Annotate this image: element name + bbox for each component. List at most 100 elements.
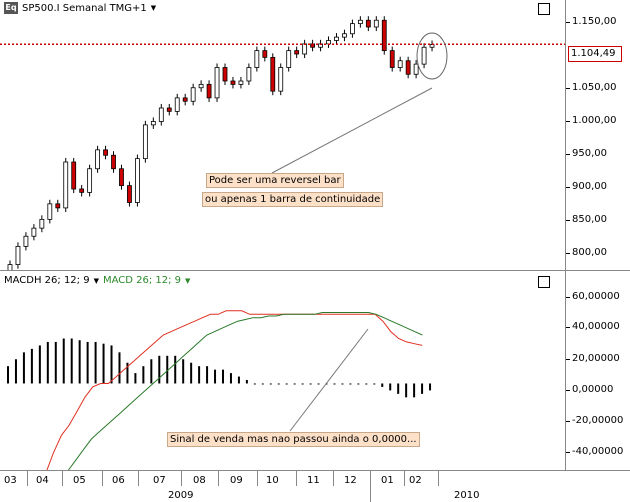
signal-line (67, 312, 423, 470)
candle-body (405, 60, 411, 75)
month-label: 04 (36, 475, 49, 486)
candlestick (246, 63, 252, 86)
candlestick (334, 33, 339, 45)
macd-title[interactable]: MACD 26; 12; 9 (102, 275, 182, 286)
price-tick: 1.150,00 (566, 16, 617, 27)
candlestick (158, 103, 164, 126)
candle-body (55, 203, 61, 209)
candle-body (246, 67, 252, 82)
candle-body (150, 121, 156, 126)
month-divider (370, 471, 371, 486)
chevron-down-icon[interactable]: ▼ (150, 4, 157, 12)
month-label: 02 (409, 475, 422, 486)
maximize-pane-button[interactable] (538, 276, 550, 288)
candlestick (31, 224, 37, 241)
month-divider (218, 471, 219, 486)
price-tick: 850,00 (566, 214, 607, 225)
annotation-macd-note[interactable]: Sinal de venda mas nao passou ainda o 0,… (167, 432, 420, 447)
candlestick (254, 46, 260, 72)
candlestick (357, 16, 363, 28)
macd-tick: 0,00000 (565, 384, 614, 395)
candlestick (413, 60, 419, 79)
candlestick (373, 16, 379, 32)
candle-body (294, 50, 300, 55)
candlestick (326, 36, 331, 48)
macdh-title[interactable]: MACDH 26; 12; 9 (4, 275, 90, 286)
month-divider (27, 471, 28, 486)
month-divider (62, 471, 63, 486)
macd-chart[interactable] (0, 271, 565, 470)
candlestick (190, 83, 196, 106)
candle-body (190, 87, 196, 102)
price-pane[interactable]: Eq SP500.I Semanal TMG+1 ▼ Pode ser uma … (0, 0, 565, 271)
candlestick (47, 199, 53, 224)
candlestick (182, 93, 188, 106)
macd-line (46, 310, 423, 470)
annotation-note-line1[interactable]: Pode ser uma reversel bar (206, 173, 344, 188)
candle-body (166, 107, 172, 112)
time-axis[interactable]: 03 04 05 06 07 08 09 10 11 12 01 02 2009… (0, 470, 630, 502)
month-divider (404, 471, 405, 486)
candlestick (87, 164, 93, 197)
price-chart[interactable] (0, 0, 565, 270)
candlestick (150, 117, 156, 129)
year-divider (370, 486, 371, 502)
candle-body (103, 149, 108, 156)
month-divider (102, 471, 103, 486)
candle-body (95, 149, 100, 170)
month-divider (333, 471, 334, 486)
price-tick: 950,00 (566, 148, 607, 159)
candle-body (350, 23, 355, 35)
candlestick (23, 232, 29, 251)
candle-body (142, 124, 148, 160)
macd-tick: -20,00000 (565, 415, 624, 426)
candlestick (95, 145, 100, 173)
maximize-pane-button[interactable] (538, 3, 550, 15)
annotation-note-line2[interactable]: ou apenas 1 barra de continuidade (202, 192, 384, 207)
month-divider (438, 471, 439, 486)
candle-body (326, 40, 331, 45)
candlestick (142, 120, 148, 163)
candle-body (334, 36, 339, 41)
candlestick (103, 145, 108, 160)
month-label: 10 (266, 475, 279, 486)
price-tick: 900,00 (566, 181, 607, 192)
month-divider (138, 471, 139, 486)
candle-body (302, 43, 308, 55)
candlestick (302, 39, 308, 59)
candlestick (55, 199, 61, 212)
candlestick (318, 39, 323, 52)
annotation-circle (416, 32, 448, 80)
candle-body (23, 235, 29, 247)
candlestick (342, 29, 347, 42)
candlestick (135, 154, 140, 207)
candle-body (373, 19, 379, 28)
candle-body (230, 80, 236, 85)
candlestick (270, 53, 276, 96)
candle-body (198, 83, 204, 89)
candle-body (421, 46, 427, 65)
candlestick (294, 46, 300, 59)
candle-body (182, 97, 188, 102)
macd-pane[interactable]: MACDH 26; 12; 9 ▼ MACD 26; 12; 9 ▼ Sinal… (0, 271, 565, 470)
chevron-down-icon[interactable]: ▼ (185, 276, 191, 285)
candle-body (214, 67, 220, 99)
candlestick (350, 19, 355, 38)
candle-body (238, 80, 244, 85)
candle-body (71, 161, 77, 190)
candlestick (429, 40, 435, 52)
candlestick (381, 16, 387, 55)
candlestick (262, 46, 268, 62)
candlestick (278, 63, 284, 96)
candle-body (270, 56, 276, 92)
price-axis[interactable]: 1.150,00 1.050,00 1.000,00 950,00 900,00… (565, 0, 630, 271)
price-pane-title[interactable]: SP500.I Semanal TMG+1 (22, 2, 147, 14)
candlestick (127, 181, 132, 207)
candle-body (127, 185, 132, 203)
candle-body (7, 264, 13, 270)
chevron-down-icon[interactable]: ▼ (93, 276, 99, 285)
macd-tick: -40,00000 (565, 446, 624, 457)
macd-axis[interactable]: 60,00000 40,00000 20,00000 0,00000 -20,0… (565, 271, 630, 470)
candlestick (397, 56, 403, 72)
candle-body (254, 50, 260, 68)
